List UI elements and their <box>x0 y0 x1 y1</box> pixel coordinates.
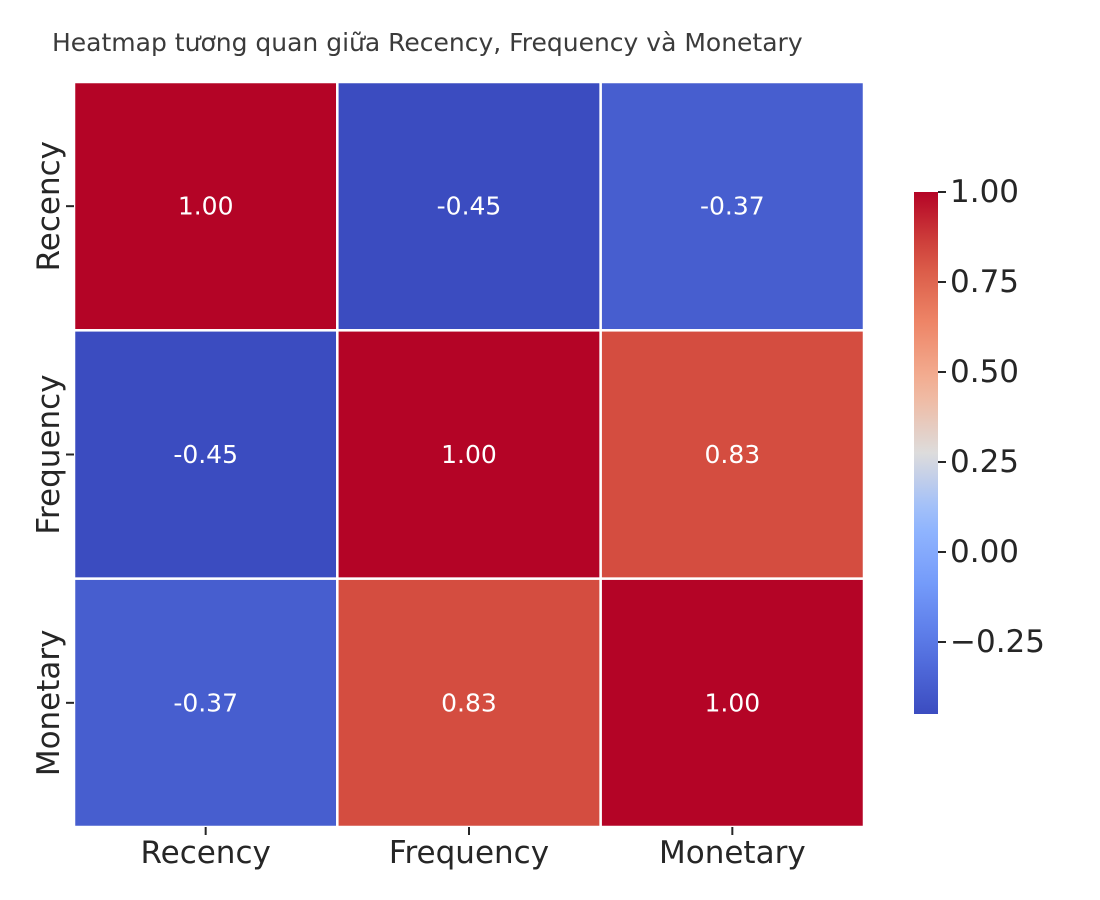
heatmap-cell <box>599 577 866 829</box>
heatmap-cell-label: 1.00 <box>178 192 234 221</box>
heatmap-cell <box>336 577 602 829</box>
colorbar-tick-label: 0.25 <box>950 444 1019 480</box>
heatmap-cell-label: -0.37 <box>700 192 765 221</box>
y-tick-label: Frequency <box>31 374 67 534</box>
heatmap-cell-label: 1.00 <box>704 688 760 717</box>
colorbar-tick-label: 0.75 <box>950 264 1019 300</box>
chart-title: Heatmap tương quan giữa Recency, Frequen… <box>52 28 803 57</box>
y-tick-label: Monetary <box>31 629 67 776</box>
heatmap-cell <box>72 577 339 829</box>
heatmap-cell-label: -0.45 <box>173 440 238 469</box>
y-tick-label: Recency <box>31 141 67 271</box>
x-tick-label: Frequency <box>389 835 549 871</box>
heatmap-cell <box>72 80 339 332</box>
colorbar-tick-label: 0.00 <box>950 534 1019 570</box>
heatmap-cell <box>336 80 602 332</box>
heatmap-cell-label: 1.00 <box>441 440 497 469</box>
y-axis: Recency Frequency Monetary <box>31 141 74 776</box>
colorbar-tick-label: −0.25 <box>950 624 1045 660</box>
heatmap-cell-label: -0.37 <box>173 688 238 717</box>
x-axis: Recency Frequency Monetary <box>140 827 806 871</box>
heatmap-cell-label: 0.83 <box>441 688 497 717</box>
colorbar: 1.00 0.75 0.50 0.25 0.00 −0.25 <box>914 174 1045 714</box>
x-tick-label: Monetary <box>659 835 806 871</box>
colorbar-tick-label: 1.00 <box>950 174 1019 210</box>
heatmap-cell-labels: 1.00 -0.45 -0.37 -0.45 1.00 0.83 -0.37 0.83 1.00 <box>173 192 764 718</box>
heatmap-cell <box>72 329 339 580</box>
heatmap-cell-label: 0.83 <box>704 440 760 469</box>
heatmap-cell <box>599 80 866 332</box>
colorbar-tick-label: 0.50 <box>950 354 1019 390</box>
heatmap-cells <box>72 80 866 829</box>
heatmap-cell-label: -0.45 <box>437 192 502 221</box>
colorbar-scale <box>914 192 938 714</box>
x-tick-label: Recency <box>140 835 270 871</box>
